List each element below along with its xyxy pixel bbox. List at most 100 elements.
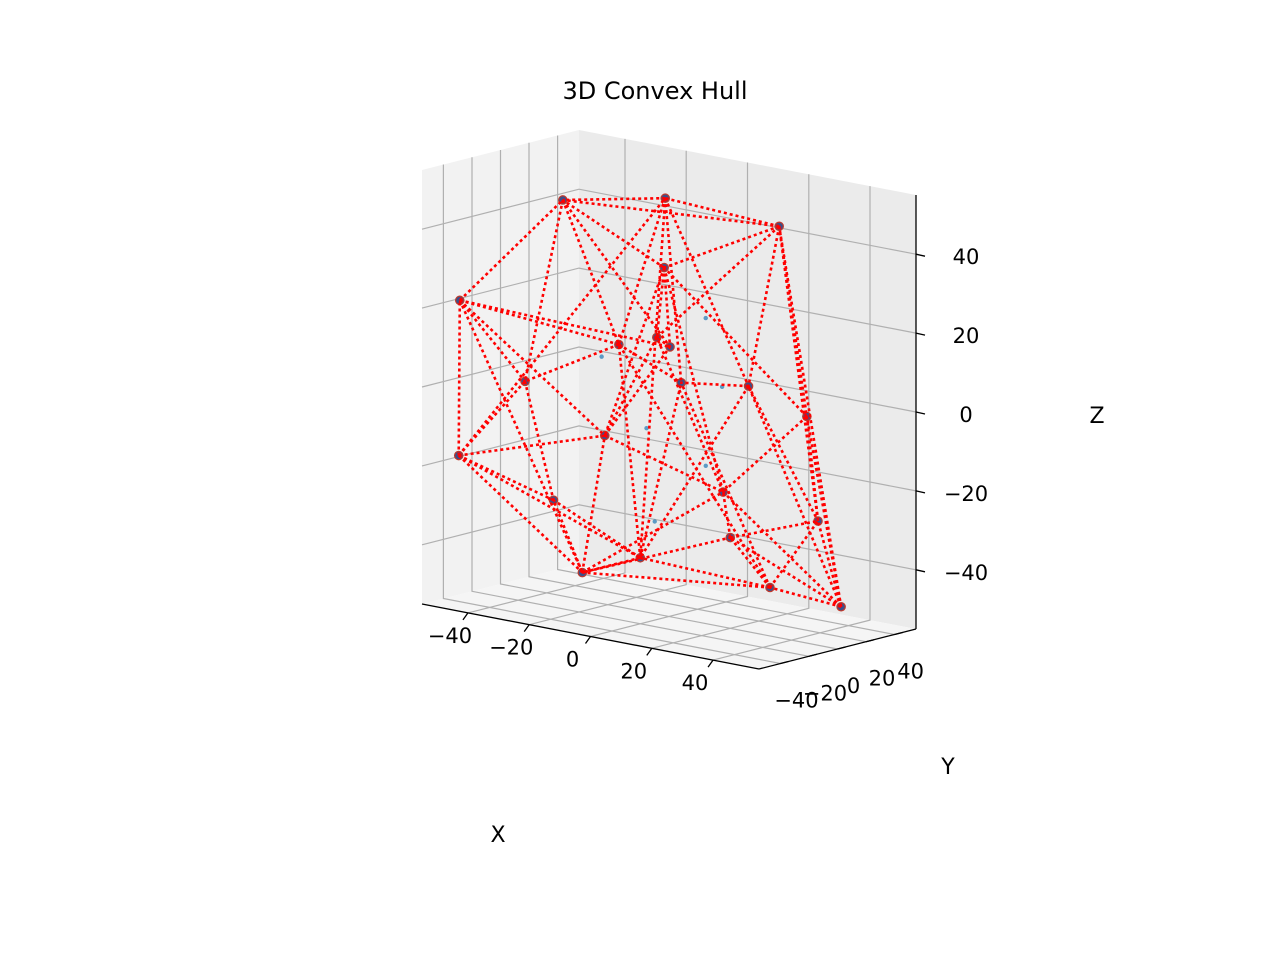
hull-edge xyxy=(663,225,780,269)
x-tick-label: −40 xyxy=(428,624,472,648)
x-axis-label: X xyxy=(490,823,505,848)
hull-edge xyxy=(524,343,620,383)
grid-line-z xyxy=(421,188,917,255)
grid-line-z xyxy=(421,425,917,492)
z-tick-mark xyxy=(915,332,926,336)
x-tick-label: −20 xyxy=(489,636,533,660)
hull-edge xyxy=(581,435,607,573)
hull-edge xyxy=(457,380,526,457)
hull-edge xyxy=(458,299,584,574)
hull-edge xyxy=(581,556,641,574)
hull-edge xyxy=(582,571,771,589)
hull-edge xyxy=(523,380,555,501)
hull-edge xyxy=(552,499,642,559)
hull-edge xyxy=(639,385,750,559)
interior-point xyxy=(652,519,657,524)
y-axis-label: Y xyxy=(940,755,955,780)
z-tick-mark xyxy=(915,490,926,494)
hull-edge xyxy=(664,196,780,228)
z-tick-label: 20 xyxy=(953,324,980,348)
z-tick-label: −20 xyxy=(944,482,988,506)
hull-edge xyxy=(618,343,682,384)
z-axis-label: Z xyxy=(1089,404,1104,429)
hull-edge xyxy=(805,416,843,607)
hull-edge xyxy=(523,199,565,382)
hull-edge xyxy=(562,196,666,202)
hull-edge xyxy=(562,198,780,228)
interior-point xyxy=(703,315,708,321)
x-tick-label: 20 xyxy=(620,659,647,683)
grid-line-x xyxy=(651,174,810,649)
x-tick-mark xyxy=(584,636,592,644)
hull-edge xyxy=(617,197,667,345)
hull-edge xyxy=(655,336,725,493)
hull-edge xyxy=(561,199,621,345)
z-tick-mark xyxy=(915,253,926,257)
y-tick-label: 40 xyxy=(897,659,924,683)
hull-edge xyxy=(662,267,725,493)
y-tick-label: −20 xyxy=(803,681,847,705)
y-tick-mark xyxy=(837,646,846,650)
hull-edge xyxy=(561,199,672,348)
y-tick-mark xyxy=(865,639,875,643)
grid-line-y xyxy=(442,164,781,665)
hull-edge xyxy=(722,415,808,493)
grid-line-x xyxy=(712,186,871,661)
x-tick-label: 0 xyxy=(566,648,579,672)
hull-edge xyxy=(663,266,808,418)
hull-edge xyxy=(663,198,683,383)
hull-edge xyxy=(769,586,842,608)
hull-edge xyxy=(640,556,771,589)
grid-line-z xyxy=(421,267,917,334)
hull-edge xyxy=(457,300,462,456)
hull-edge xyxy=(777,226,843,607)
y-tick-mark xyxy=(780,660,789,665)
y-tick-mark xyxy=(894,631,903,636)
hull-edge xyxy=(562,198,665,269)
grid-line-x xyxy=(529,150,687,626)
interior-point xyxy=(644,426,649,431)
hull-edge xyxy=(457,454,584,574)
y-tick-mark xyxy=(808,653,818,657)
hull-edge xyxy=(552,499,584,573)
hull-edge xyxy=(662,267,672,347)
hull-edge xyxy=(721,491,732,538)
hull-edge xyxy=(816,520,843,608)
x-tick-mark xyxy=(646,647,653,656)
grid-line-z xyxy=(421,346,917,413)
hull-edge xyxy=(457,197,667,457)
x-tick-mark xyxy=(707,659,714,668)
hull-edge xyxy=(458,434,605,457)
hull-edge xyxy=(656,336,671,348)
interior-point xyxy=(703,463,708,468)
z-tick-mark xyxy=(915,411,926,415)
z-tick-label: 40 xyxy=(953,245,980,269)
hull-edge xyxy=(603,346,672,437)
hull-edge xyxy=(664,197,750,387)
y-tick-label: −40 xyxy=(774,689,818,713)
hull-edge xyxy=(747,385,843,608)
grid-line-x xyxy=(590,162,749,638)
hull-edge xyxy=(681,381,749,388)
hull-edge xyxy=(603,336,658,437)
hull-edge xyxy=(458,299,527,383)
z-tick-label: −40 xyxy=(944,561,988,585)
interior-point xyxy=(599,354,604,359)
hull-edge xyxy=(639,198,667,558)
hull-edge xyxy=(729,536,842,608)
grid-line-y xyxy=(528,142,867,643)
hull-edge xyxy=(747,385,820,522)
hull-edge xyxy=(582,536,731,574)
hull-edge xyxy=(729,536,772,589)
grid-line-y xyxy=(499,150,838,650)
hull-edge xyxy=(458,454,641,559)
convex-hull-edges xyxy=(457,196,843,608)
hull-edge xyxy=(768,520,820,589)
z-tick-mark xyxy=(915,569,926,573)
grid-line-y xyxy=(556,135,895,636)
y-tick-label: 0 xyxy=(847,674,860,698)
grid-line-z xyxy=(421,504,917,571)
hull-edge xyxy=(604,434,724,494)
